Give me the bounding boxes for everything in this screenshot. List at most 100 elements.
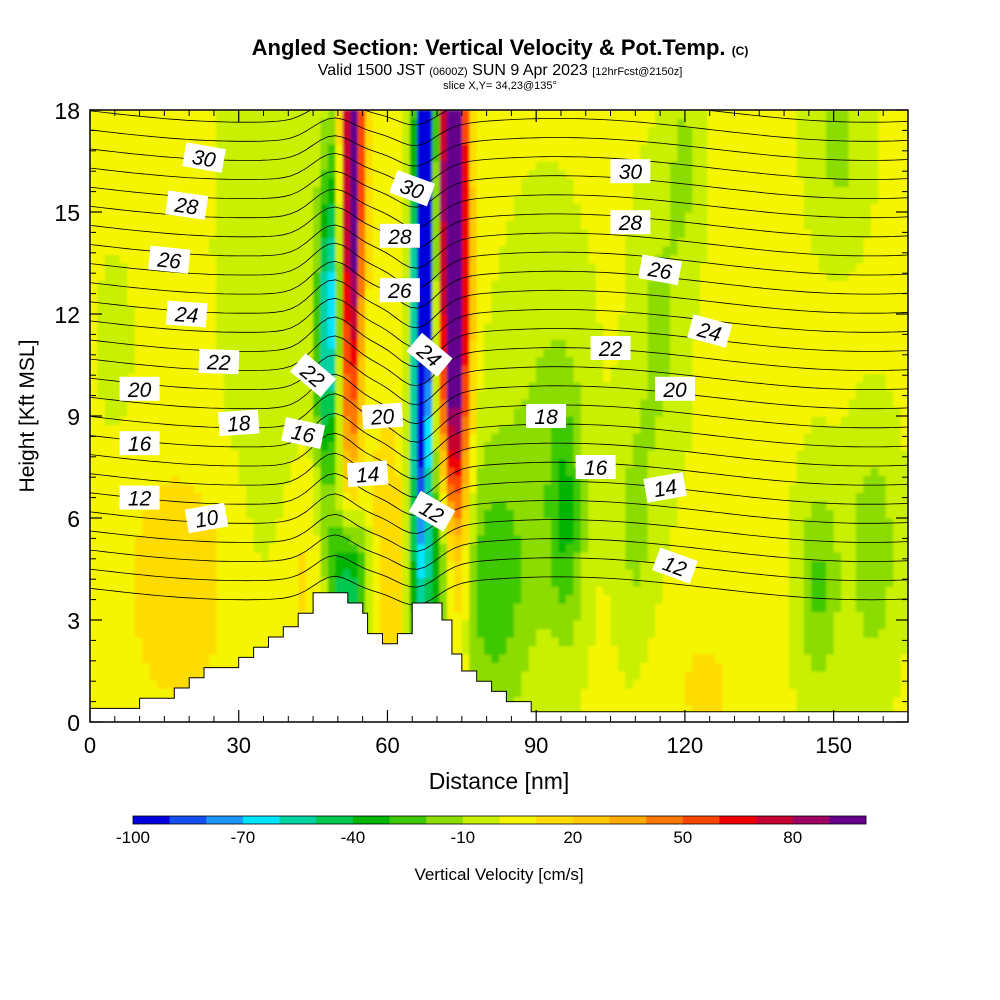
field-cell [164,586,173,596]
field-cell [513,424,522,434]
field-cell [521,654,530,664]
field-cell [521,662,530,672]
field-cell [506,110,515,120]
field-cell [201,645,210,655]
field-cell [365,246,374,256]
field-cell [513,152,522,162]
field-cell [469,628,478,638]
field-cell [350,203,359,213]
field-cell [551,526,560,536]
field-cell [461,569,470,579]
field-cell [90,620,98,630]
field-cell [97,399,106,409]
field-cell [573,212,582,222]
field-cell [380,246,388,256]
field-cell [365,280,374,290]
valid-time: Valid 1500 JST (0600Z) SUN 9 Apr 2023 [1… [317,62,683,79]
field-cell [573,705,582,715]
field-cell [558,297,567,307]
field-cell [595,237,604,247]
field-cell [484,246,493,256]
field-cell [543,645,552,655]
field-cell [290,297,299,307]
field-cell [446,305,455,315]
field-cell [342,339,351,349]
field-cell [90,492,98,502]
field-cell [424,433,433,443]
field-cell [246,501,255,511]
field-cell [543,458,552,468]
field-cell [603,705,612,715]
field-cell [551,280,560,290]
field-cell [439,450,448,460]
field-cell [402,543,411,553]
field-cell [387,637,396,647]
field-cell [528,135,537,145]
field-cell [313,501,322,511]
field-cell [432,229,441,239]
field-cell [543,399,552,409]
field-cell [506,679,515,689]
field-cell [261,586,269,596]
field-cell [595,229,604,239]
field-cell [521,501,530,511]
field-cell [112,475,121,485]
field-cell [409,271,418,281]
field-cell [595,560,604,570]
field-cell [506,169,515,179]
field-cell [261,373,269,383]
field-cell [142,526,151,536]
field-cell [350,305,359,315]
field-cell [432,127,441,137]
field-cell [156,322,165,332]
field-cell [238,127,247,137]
field-cell [469,637,478,647]
field-cell [283,492,292,502]
field-cell [588,144,597,154]
field-cell [424,577,433,587]
field-cell [305,144,314,154]
field-cell [573,441,582,451]
field-cell [506,628,515,638]
field-cell [484,662,493,672]
field-cell [573,110,582,120]
field-cell [156,560,165,570]
field-cell [439,535,448,545]
field-cell [328,458,336,468]
field-cell [90,203,98,213]
field-cell [209,543,217,553]
field-cell [179,484,188,494]
field-cell [454,390,463,400]
field-cell [261,348,269,358]
field-cell [588,526,597,536]
field-cell [380,356,388,366]
field-cell [164,552,173,562]
field-cell [603,628,612,638]
field-cell [201,246,210,256]
field-cell [90,288,98,298]
field-cell [246,212,255,222]
field-cell [461,552,470,562]
field-cell [506,195,515,205]
field-cell [565,331,574,341]
field-cell [454,212,463,222]
field-cell [573,424,582,434]
field-cell [112,424,121,434]
field-cell [186,382,195,392]
field-cell [588,603,597,613]
field-cell [565,322,574,332]
field-cell [246,467,255,477]
field-cell [313,144,322,154]
title-block: Angled Section: Vertical Velocity & Pot.… [0,36,1000,93]
field-cell [171,637,180,647]
field-cell [164,237,173,247]
field-cell [365,543,374,553]
field-cell [201,662,210,672]
field-cell [372,195,381,205]
field-cell [156,569,165,579]
field-cell [298,518,307,528]
field-cell [506,637,515,647]
field-cell [469,203,478,213]
field-cell [469,127,478,137]
field-cell [320,127,329,137]
